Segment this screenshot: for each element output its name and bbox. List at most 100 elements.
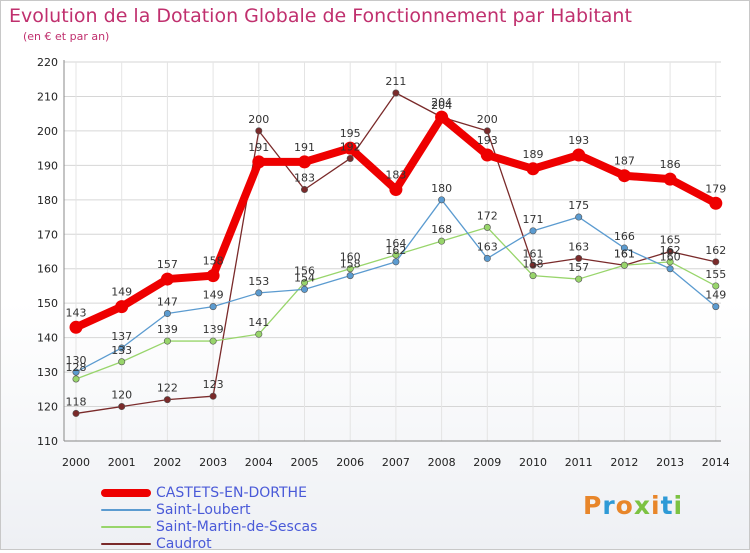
y-tick-label: 160 [37,263,58,276]
data-label: 118 [66,395,87,408]
data-label: 165 [660,234,681,247]
x-tick-label: 2012 [610,456,638,469]
data-point [480,148,494,162]
data-point [712,258,720,266]
data-point [526,162,540,176]
data-label: 157 [157,258,178,271]
data-point [163,396,171,404]
data-point [255,289,263,297]
data-point [72,368,80,376]
data-label: 166 [614,230,635,243]
data-label: 123 [203,378,224,391]
data-point [712,282,720,290]
x-tick-label: 2004 [245,456,273,469]
legend-swatch [101,489,151,497]
data-label: 179 [705,182,726,195]
data-point [483,127,491,135]
data-point [575,254,583,262]
x-tick-label: 2006 [336,456,364,469]
data-point [343,141,357,155]
y-tick-label: 110 [37,435,58,448]
data-label: 186 [660,158,681,171]
data-label: 163 [568,240,589,253]
y-tick-label: 220 [37,56,58,69]
data-label: 183 [294,171,315,184]
data-label: 147 [157,296,178,309]
data-point [300,279,308,287]
data-point [209,303,217,311]
data-label: 183 [385,168,406,181]
data-point [620,261,628,269]
data-point [392,89,400,97]
series-layer [69,89,723,417]
data-point [252,155,266,169]
x-tick-label: 2009 [473,456,501,469]
data-point [666,258,674,266]
data-point [255,330,263,338]
data-label: 154 [294,271,315,284]
data-point [115,300,129,314]
legend-label: CASTETS-EN-DORTHE [156,485,307,501]
data-point [438,237,446,245]
data-label: 149 [705,289,726,302]
data-label: 158 [203,255,224,268]
x-tick-label: 2010 [519,456,547,469]
data-point [346,272,354,280]
y-tick-label: 120 [37,401,58,414]
data-point [163,310,171,318]
data-point [529,261,537,269]
data-label: 164 [385,237,406,250]
legend-swatch [101,543,151,545]
data-label: 163 [477,240,498,253]
data-label: 189 [523,148,544,161]
data-point [209,337,217,345]
data-label: 172 [477,209,498,222]
y-tick-label: 180 [37,194,58,207]
axis-layer: 110 120 130 140 150 160 170 180 190 200 210 220 2000… [37,56,730,469]
data-point [575,275,583,283]
data-label: 211 [385,75,406,88]
data-point [346,265,354,273]
data-label: 195 [340,127,361,140]
data-label: 161 [523,247,544,260]
x-tick-label: 2013 [656,456,684,469]
data-point [617,169,631,183]
y-tick-label: 210 [37,90,58,103]
data-label: 120 [111,389,132,402]
data-label: 133 [111,344,132,357]
data-point [663,172,677,186]
data-point [389,182,403,196]
legend-label: Caudrot [156,536,212,552]
x-tick-label: 2001 [108,456,136,469]
data-point [438,196,446,204]
y-tick-label: 200 [37,125,58,138]
data-label: 200 [248,113,269,126]
data-point [709,196,723,210]
y-tick-label: 150 [37,297,58,310]
data-label: 200 [477,113,498,126]
data-point [666,265,674,273]
data-point [300,285,308,293]
data-point [529,227,537,235]
data-point [118,358,126,366]
x-tick-label: 2011 [565,456,593,469]
x-tick-label: 2003 [199,456,227,469]
data-label: 160 [340,251,361,264]
data-point [483,223,491,231]
data-label: 156 [294,265,315,278]
data-point [255,127,263,135]
data-label: 128 [66,361,87,374]
data-point [572,148,586,162]
data-label: 139 [157,323,178,336]
data-point [575,213,583,221]
data-point [118,403,126,411]
data-label: 162 [660,244,681,257]
data-point [72,375,80,383]
y-tick-label: 130 [37,366,58,379]
data-label: 175 [568,199,589,212]
data-point [346,154,354,162]
data-label: 155 [705,268,726,281]
data-label: 193 [568,134,589,147]
